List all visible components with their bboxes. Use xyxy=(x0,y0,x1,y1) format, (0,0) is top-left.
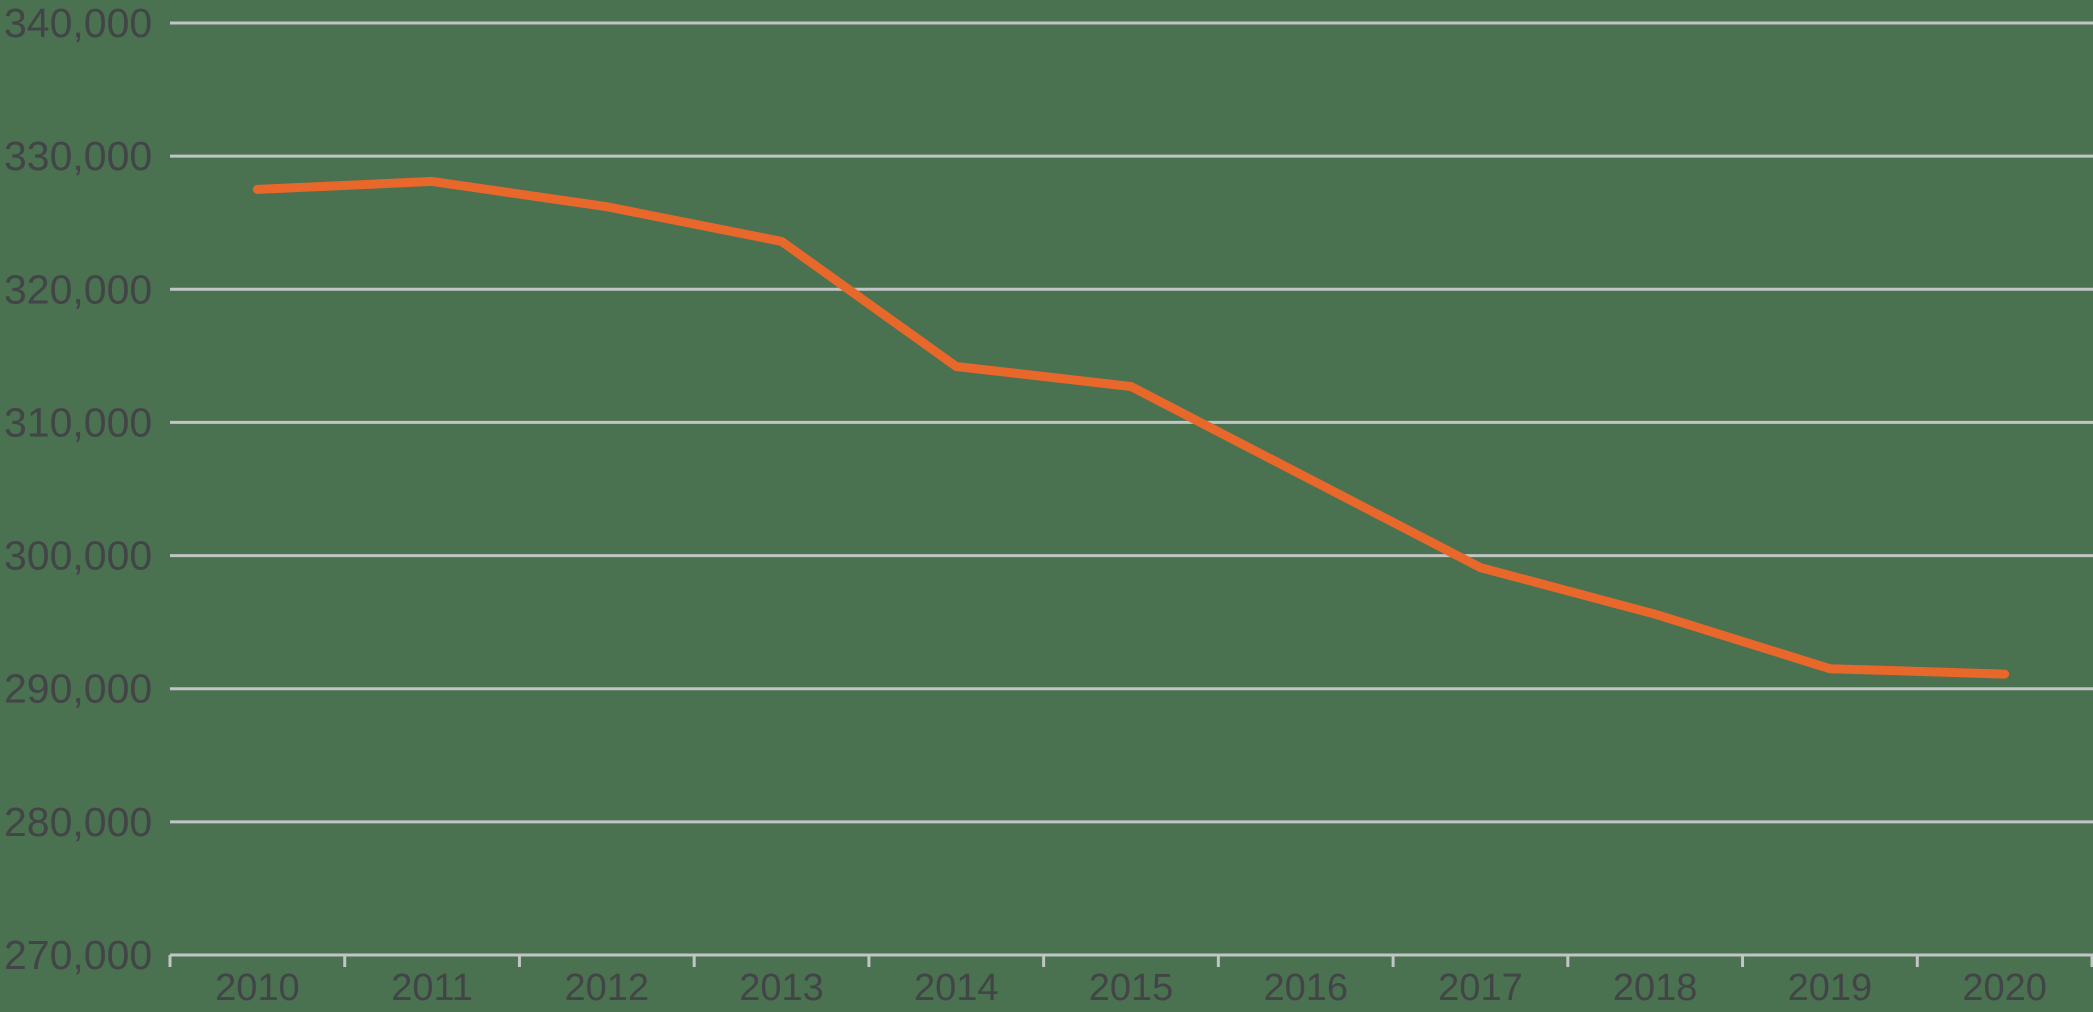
y-axis-tick-label: 300,000 xyxy=(4,533,152,579)
data-line-series xyxy=(252,176,2010,679)
y-axis-tick-label: 330,000 xyxy=(4,133,152,179)
y-axis-tick-label: 340,000 xyxy=(4,0,152,46)
y-axis-tick-label: 280,000 xyxy=(4,799,152,845)
y-axis-tick-label: 320,000 xyxy=(4,266,152,312)
x-axis-tick-label: 2017 xyxy=(1438,967,1523,1009)
y-axis-tick-label: 310,000 xyxy=(4,399,152,445)
x-axis-tick-label: 2012 xyxy=(565,967,650,1009)
x-axis-tick-label: 2010 xyxy=(215,967,300,1009)
x-axis-tick-label: 2020 xyxy=(1962,967,2047,1009)
x-axis-tick-label: 2018 xyxy=(1613,967,1698,1009)
x-axis-tick-label: 2019 xyxy=(1788,967,1873,1009)
y-axis-tick-label: 290,000 xyxy=(4,666,152,712)
x-axis-tick-label: 2011 xyxy=(391,967,473,1009)
x-axis-tick-label: 2014 xyxy=(914,967,999,1009)
x-axis-tick-label: 2016 xyxy=(1263,967,1348,1009)
y-axis-tick-label: 270,000 xyxy=(4,932,152,978)
x-axis-tick-label: 2013 xyxy=(739,967,824,1009)
x-axis-tick-label: 2015 xyxy=(1089,967,1174,1009)
